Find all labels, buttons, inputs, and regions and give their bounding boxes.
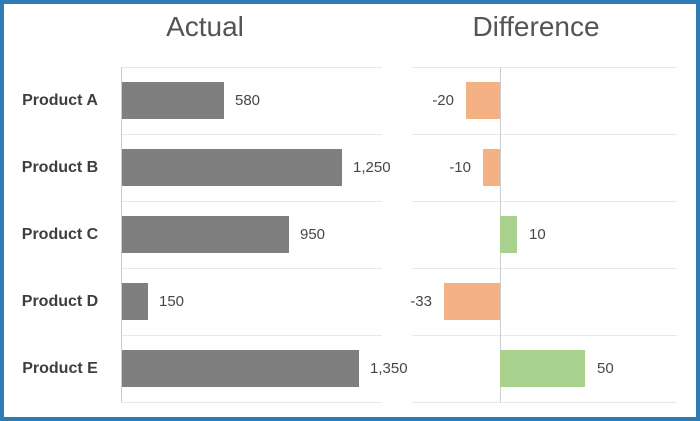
actual-axis-line xyxy=(121,67,122,402)
difference-value-label: 10 xyxy=(529,225,546,243)
gridline xyxy=(121,134,382,135)
difference-value-label: 50 xyxy=(597,359,614,377)
difference-bar-positive xyxy=(500,216,517,253)
difference-bar-negative xyxy=(466,82,500,119)
gridline xyxy=(121,201,382,202)
category-label: Product E xyxy=(22,359,98,377)
category-label: Product D xyxy=(21,292,99,310)
actual-value-label: 580 xyxy=(235,91,261,109)
category-label: Product A xyxy=(22,91,98,109)
actual-chart-title: Actual xyxy=(166,11,244,42)
category-label: Product B xyxy=(21,158,99,176)
difference-bar-positive xyxy=(500,350,585,387)
actual-bar xyxy=(122,149,342,186)
gridline xyxy=(412,201,677,202)
actual-bar xyxy=(122,283,148,320)
actual-value-label: 150 xyxy=(159,292,185,310)
actual-value-label: 1,250 xyxy=(353,158,391,176)
difference-value-label: -10 xyxy=(449,158,471,176)
difference-value-label: -20 xyxy=(432,91,454,109)
gridline xyxy=(121,67,382,68)
actual-value-label: 1,350 xyxy=(370,359,408,377)
actual-bar xyxy=(122,216,289,253)
difference-chart-title: Difference xyxy=(472,11,600,42)
gridline xyxy=(412,268,677,269)
difference-value-label: -33 xyxy=(410,292,432,310)
gridline xyxy=(412,134,677,135)
gridline xyxy=(412,67,677,68)
difference-bar-negative xyxy=(483,149,500,186)
gridline xyxy=(121,335,382,336)
actual-value-label: 950 xyxy=(300,225,326,243)
plot-area: Product A 580 -20 Product B 1,250 -10 Product … xyxy=(4,4,696,417)
category-label: Product C xyxy=(21,225,99,243)
gridline xyxy=(412,402,677,403)
difference-bar-negative xyxy=(444,283,500,320)
gridline xyxy=(121,268,382,269)
gridline xyxy=(412,335,677,336)
actual-bar xyxy=(122,350,359,387)
gridline xyxy=(121,402,382,403)
actual-bar xyxy=(122,82,224,119)
